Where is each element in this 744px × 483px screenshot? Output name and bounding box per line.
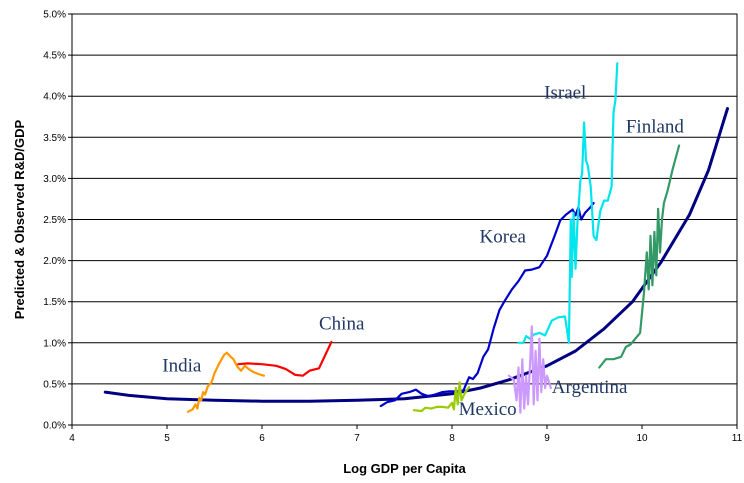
x-tick-label: 8: [449, 433, 455, 444]
y-tick-label: 2.0%: [43, 256, 66, 267]
x-tick-label: 7: [354, 433, 360, 444]
grid-lines: [72, 54, 737, 385]
y-axis: 0.0% 0.5% 1.0% 1.5% 2.0% 2.5% 3.0% 3.5% 4.0% 4.5%…: [43, 10, 72, 432]
y-tick-label: 3.5%: [43, 133, 66, 144]
series-line-predicted: [103, 107, 729, 403]
annotation-korea: Korea: [480, 227, 527, 248]
y-tick-label: 3.0%: [43, 174, 66, 185]
series-line-korea: [379, 202, 595, 408]
annotation-finland: Finland: [626, 116, 685, 137]
x-tick-label: 10: [636, 433, 648, 444]
annotation-argentina: Argentina: [552, 377, 628, 398]
x-axis: 4 5 6 7 8 9 10 11: [69, 425, 743, 444]
x-tick-label: 9: [544, 433, 550, 444]
x-tick-label: 6: [259, 433, 265, 444]
annotation-mexico: Mexico: [459, 399, 517, 420]
y-tick-label: 1.0%: [43, 338, 66, 349]
x-axis-title: Log GDP per Capita: [343, 461, 466, 476]
annotation-china: China: [319, 314, 365, 335]
y-tick-label: 4.5%: [43, 51, 66, 62]
y-tick-label: 5.0%: [43, 10, 66, 21]
annotation-india: India: [162, 356, 202, 377]
y-tick-label: 2.5%: [43, 215, 66, 226]
annotation-israel: Israel: [544, 83, 586, 104]
series-line-mexico: [412, 381, 471, 413]
y-tick-label: 4.0%: [43, 92, 66, 103]
y-tick-label: 0.0%: [43, 421, 66, 432]
series-line-india: [186, 351, 265, 413]
series-line-finland: [598, 144, 681, 369]
x-tick-label: 5: [164, 433, 170, 444]
y-axis-title: Predicted & Observed R&D/GDP: [12, 119, 27, 319]
annotations: India China Korea Israel Finland Argentina Mex…: [162, 83, 684, 420]
series-lines: [103, 62, 729, 414]
x-tick-label: 11: [732, 433, 743, 444]
series-line-china: [237, 340, 333, 377]
y-tick-label: 1.5%: [43, 297, 66, 308]
series-line-argentina: [507, 325, 552, 414]
series-line-israel: [517, 62, 619, 344]
y-tick-label: 0.5%: [43, 379, 66, 390]
x-tick-label: 4: [69, 433, 75, 444]
